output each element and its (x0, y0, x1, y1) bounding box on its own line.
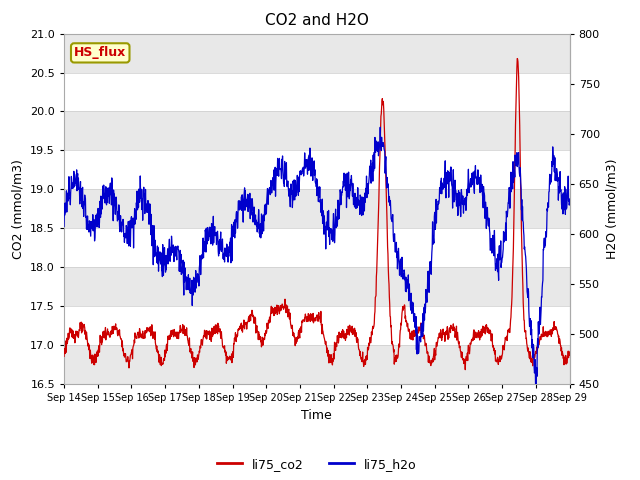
Bar (64, 150, 570, 189)
Bar (64, 34, 570, 72)
Legend: li75_co2, li75_h2o: li75_co2, li75_h2o (212, 453, 422, 476)
X-axis label: Time: Time (301, 408, 332, 421)
Text: HS_flux: HS_flux (74, 47, 126, 60)
Bar (64, 111, 570, 150)
Y-axis label: CO2 (mmol/m3): CO2 (mmol/m3) (12, 159, 25, 259)
Y-axis label: H2O (mmol/m3): H2O (mmol/m3) (605, 158, 618, 259)
Bar (64, 228, 570, 267)
Bar (64, 345, 570, 384)
Bar (64, 306, 570, 345)
Bar (64, 267, 570, 306)
Bar (64, 72, 570, 111)
Bar (64, 189, 570, 228)
Title: CO2 and H2O: CO2 and H2O (265, 13, 369, 28)
